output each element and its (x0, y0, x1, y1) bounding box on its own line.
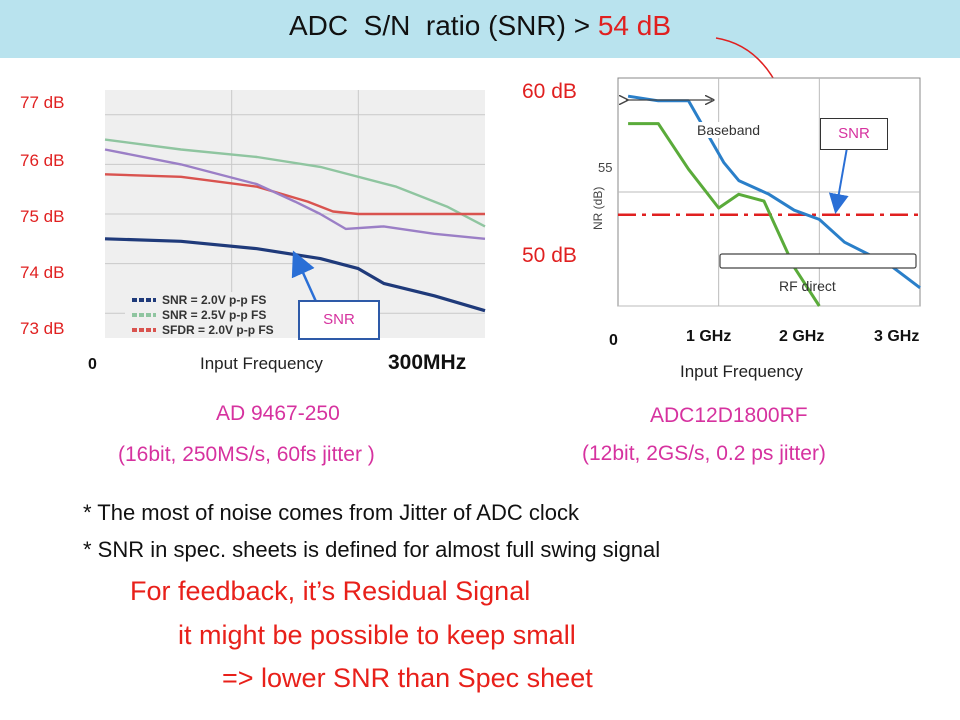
title-highlight: 54 dB (597, 10, 671, 41)
right-xtick-1ghz: 1 GHz (686, 328, 732, 345)
right-xtick-3ghz: 3 GHz (874, 328, 920, 345)
conclusion-line-2: it might be possible to keep small (178, 620, 576, 650)
left-series-line-1 (104, 138, 486, 228)
conclusion-line-3: => lower SNR than Spec sheet (222, 663, 593, 693)
left-ytick-73: 73 dB (20, 319, 65, 338)
left-plot-legend: SNR = 2.0V p-p FS SNR = 2.5V p-p FS SFDR… (125, 292, 325, 338)
right-plot: NR (dB) 55 (591, 77, 921, 307)
left-ytick-74: 74 dB (20, 263, 65, 282)
title-bar (0, 0, 960, 58)
legend-box (125, 292, 325, 338)
slide-title: ADC S/N ratio (SNR) > 54 dB (0, 10, 960, 42)
right-caption-spec: (12bit, 2GS/s, 0.2 ps jitter) (582, 442, 826, 465)
right-xtick-zero: 0 (609, 332, 618, 349)
snr-callout-arrow-right (828, 141, 849, 214)
left-series-line-0 (104, 237, 486, 313)
snr-callout-arrow (291, 250, 320, 307)
rf-direct-span (719, 253, 917, 269)
note-spec-sheet: * SNR in spec. sheets is defined for alm… (83, 537, 661, 562)
left-plot: SNR = 2.0V p-p FS SNR = 2.5V p-p FS SFDR… (104, 90, 486, 370)
left-plot-series (104, 138, 486, 313)
title-text: ADC S/N ratio (SNR) > (288, 10, 598, 41)
left-ytick-76: 76 dB (20, 151, 65, 170)
left-xtick-zero: 0 (88, 356, 97, 373)
right-snr-callout: SNR (820, 118, 888, 150)
right-xaxis-label: Input Frequency (680, 362, 803, 381)
legend-label-sfdr: SFDR = 2.0V p-p FS (162, 323, 274, 337)
left-ytick-77: 77 dB (20, 93, 65, 112)
left-series-line-2 (104, 173, 485, 216)
legend-label-snr-2p5v: SNR = 2.5V p-p FS (162, 308, 266, 322)
left-caption-model: AD 9467-250 (216, 402, 340, 425)
left-series-line-3 (104, 148, 486, 240)
right-ytick-50: 50 dB (522, 244, 577, 267)
right-ytick-55: 55 (598, 160, 612, 175)
legend-label-snr-2v: SNR = 2.0V p-p FS (162, 293, 266, 307)
left-snr-callout: SNR (298, 300, 380, 340)
note-jitter: * The most of noise comes from Jitter of… (83, 500, 579, 525)
conclusion-line-1: For feedback, it’s Residual Signal (130, 576, 531, 606)
left-ytick-75: 75 dB (20, 207, 65, 226)
left-xtick-max: 300MHz (388, 351, 467, 374)
right-xtick-2ghz: 2 GHz (779, 328, 825, 345)
baseband-label: Baseband (697, 122, 761, 138)
right-caption-model: ADC12D1800RF (650, 404, 808, 427)
left-caption-spec: (16bit, 250MS/s, 60fs jitter ) (118, 443, 375, 466)
legend-clip-bottom (105, 338, 485, 370)
left-xaxis-label: Input Frequency (200, 354, 323, 373)
rf-direct-label: RF direct (779, 278, 836, 294)
right-yaxis-title: NR (dB) (591, 187, 605, 230)
right-ytick-60: 60 dB (522, 80, 577, 103)
